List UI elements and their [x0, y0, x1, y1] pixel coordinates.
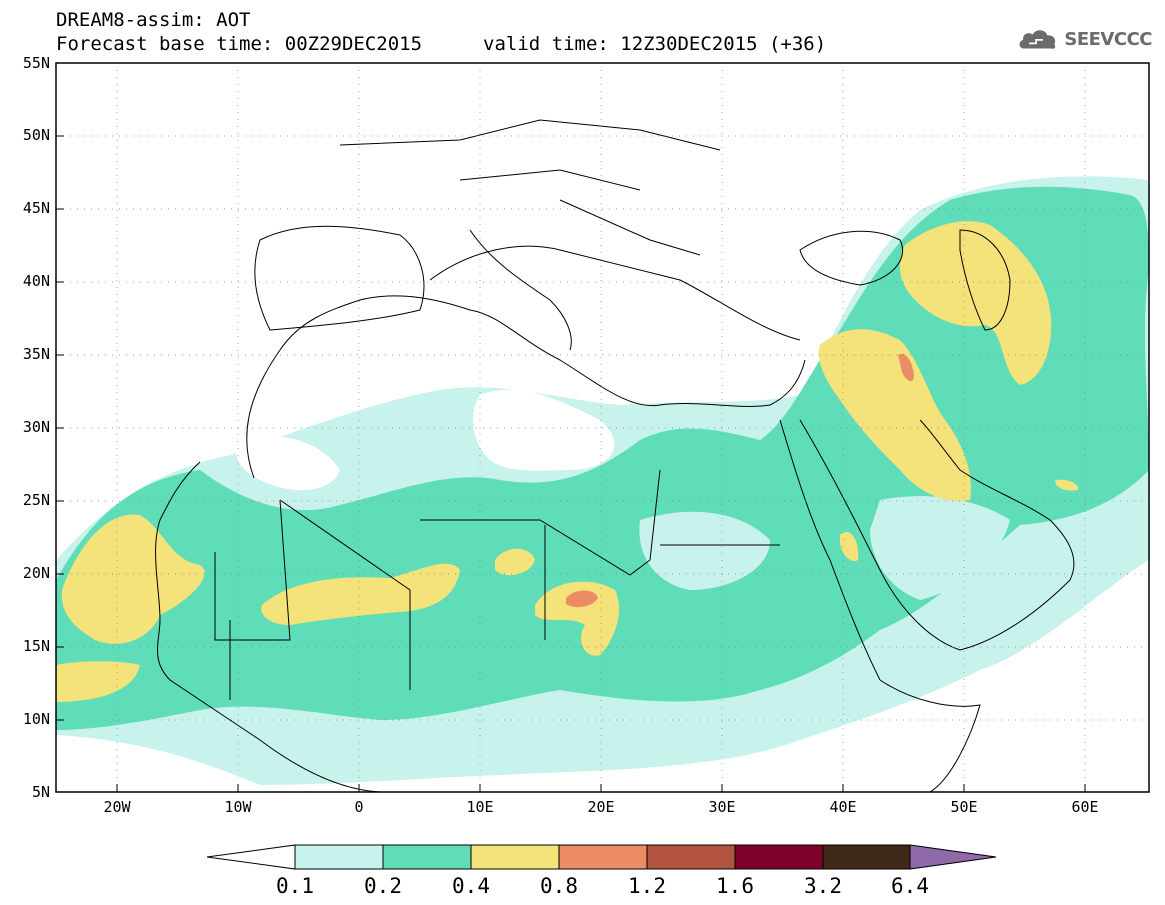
lon-label: 20W [103, 798, 131, 816]
coast-black-sea [799, 230, 904, 286]
colorbar-segment [646, 844, 736, 870]
coast-italy [469, 229, 572, 351]
lat-label: 15N [23, 637, 50, 655]
coast-arabia [919, 419, 1075, 651]
colorbar-segment [382, 844, 472, 870]
coast-iberia-europe [254, 225, 801, 341]
lon-label: 20E [587, 798, 614, 816]
aot-gap-west [236, 436, 340, 491]
lat-label: 30N [23, 418, 50, 436]
aot-band-0.4-chad [495, 548, 535, 576]
colorbar-label: 0.4 [452, 874, 490, 898]
aot-patch-libya [639, 511, 770, 590]
coast-west-africa [155, 295, 806, 792]
lat-label: 50N [23, 126, 50, 144]
aot-patch-arabia [870, 496, 1010, 600]
colorbar-label: 0.2 [364, 874, 402, 898]
lat-label: 5N [32, 783, 50, 801]
lat-label: 45N [23, 199, 50, 217]
chart-title: DREAM8-assim: AOT [56, 9, 251, 31]
aot-band-0.4-senegal [56, 661, 140, 702]
colorbar-segment [558, 844, 648, 870]
aot-field [56, 176, 1149, 785]
lon-label: 10W [224, 798, 252, 816]
colorbar-label: 6.4 [891, 874, 929, 898]
lon-label: 10E [466, 798, 493, 816]
aot-band-0.4-west [61, 514, 205, 644]
borders-africa [214, 469, 780, 690]
valid-time: valid time: 12Z30DEC2015 (+36) [483, 33, 827, 55]
colorbar-label: 0.1 [276, 874, 314, 898]
lon-label: 30E [708, 798, 735, 816]
colorbar [206, 844, 997, 870]
lon-label: 40E [829, 798, 856, 816]
colorbar-segment [734, 844, 824, 870]
colorbar-label: 3.2 [804, 874, 842, 898]
cloud-icon [1019, 30, 1056, 49]
aot-band-0.4-iraq [818, 329, 971, 502]
lat-label: 35N [23, 345, 50, 363]
lon-label: 50E [950, 798, 977, 816]
coast-horn [879, 679, 981, 792]
axis-ticks [56, 135, 1086, 792]
lon-label: 60E [1071, 798, 1098, 816]
aot-band-0.4-gulf [1055, 479, 1079, 491]
coastlines [155, 119, 1075, 792]
colorbar-labels: 0.1 0.2 0.4 0.8 1.2 1.6 3.2 6.4 [276, 874, 929, 898]
colorbar-arrow-high [909, 844, 997, 870]
aot-band-0.4-yemen [839, 531, 859, 562]
colorbar-segment [822, 844, 911, 870]
colorbar-segment [294, 844, 384, 870]
colorbar-segment [470, 844, 560, 870]
aot-band-0.8-iraq [898, 353, 914, 382]
lon-label: 0 [354, 798, 363, 816]
lat-label: 55N [23, 54, 50, 72]
aot-band-0.4-caspian [899, 221, 1052, 385]
lat-label: 20N [23, 564, 50, 582]
borders-europe [339, 119, 721, 256]
colorbar-label: 1.6 [716, 874, 754, 898]
logo-text: SEEVCCC [1064, 28, 1152, 50]
lat-label: 40N [23, 272, 50, 290]
colorbar-label: 1.2 [628, 874, 666, 898]
map-grid [56, 63, 1149, 792]
aot-gap-sahara [473, 389, 615, 471]
lat-label: 10N [23, 710, 50, 728]
lat-labels: 5N 10N 15N 20N 25N 30N 35N 40N 45N 50N 5… [23, 54, 50, 801]
colorbar-label: 0.8 [540, 874, 578, 898]
coast-red-sea [779, 419, 961, 681]
aot-band-0.8-chad [566, 590, 598, 608]
colorbar-arrow-low [206, 844, 296, 870]
forecast-base-time: Forecast base time: 00Z29DEC2015 [56, 33, 423, 55]
lat-label: 25N [23, 491, 50, 509]
coast-caspian [959, 229, 1011, 331]
seevccc-logo: SEEVCCC [1017, 22, 1152, 56]
aot-band-0.4-darfur [535, 581, 620, 656]
lon-labels: 20W 10W 0 10E 20E 30E 40E 50E 60E [103, 798, 1098, 816]
